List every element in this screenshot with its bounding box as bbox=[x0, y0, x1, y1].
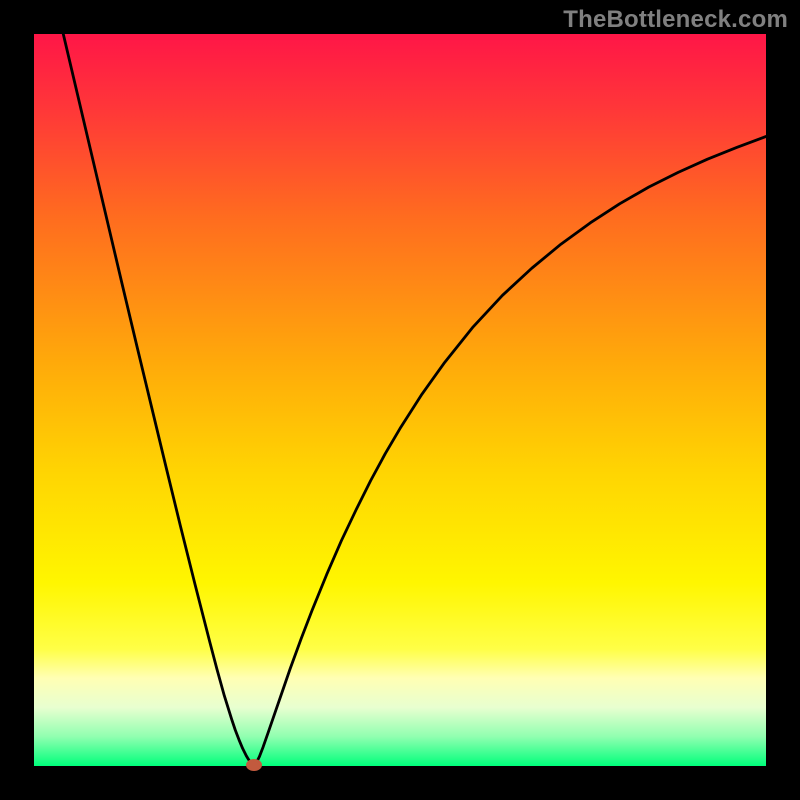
watermark-text: TheBottleneck.com bbox=[563, 6, 788, 34]
optimum-marker bbox=[246, 759, 262, 771]
chart-wrapper: TheBottleneck.com bbox=[0, 0, 800, 800]
plot-area bbox=[34, 34, 766, 766]
bottleneck-curve bbox=[34, 34, 766, 766]
